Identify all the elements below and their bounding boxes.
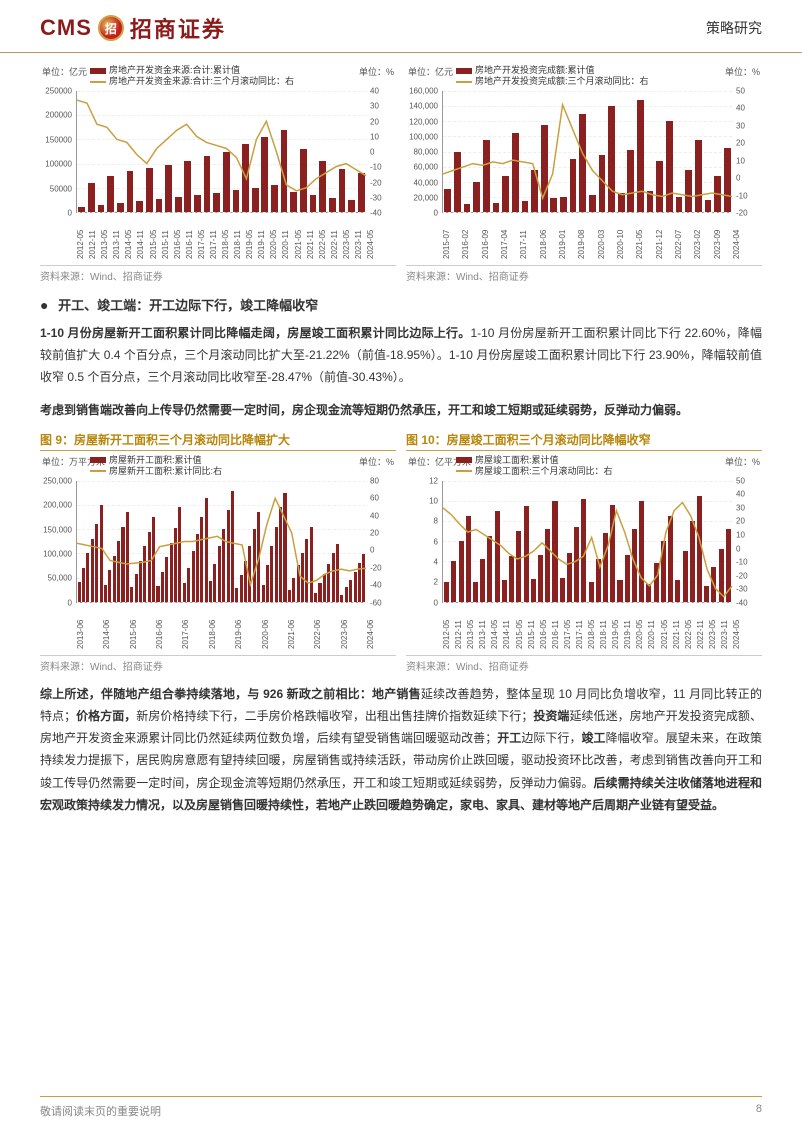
logo-cms: CMS bbox=[40, 15, 92, 41]
p3d: 新房价格持续下行，二手房价格跌幅收窄，出租出售挂牌价指数延续下行； bbox=[136, 709, 533, 723]
p1-bold: 1-10 月份房屋新开工面积累计同比降幅走阔，房屋竣工面积累计同比边际上行。 bbox=[40, 326, 470, 340]
chart-3-source: 资料来源：Wind、招商证券 bbox=[40, 655, 396, 673]
chart-2: 单位：亿元单位：%房地产开发投资完成额:累计值房地产开发投资完成额:三个月滚动同… bbox=[406, 63, 762, 283]
fig10-label: 图 10：房屋竣工面积三个月滚动同比降幅收窄 bbox=[406, 431, 762, 451]
logo-badge-icon: 招 bbox=[98, 15, 124, 41]
bullet-icon: ● bbox=[40, 297, 48, 313]
p3e: 投资端 bbox=[533, 709, 569, 723]
chart-2-source: 资料来源：Wind、招商证券 bbox=[406, 265, 762, 283]
header-category: 策略研究 bbox=[706, 18, 762, 38]
footer-page: 8 bbox=[756, 1103, 762, 1119]
p3g: 开工 bbox=[497, 731, 521, 745]
chart-4: 图 10：房屋竣工面积三个月滚动同比降幅收窄 单位：亿平方米单位：%房屋竣工面积… bbox=[406, 431, 762, 673]
logo-area: CMS 招 招商证券 bbox=[40, 12, 226, 44]
logo-cn: 招商证券 bbox=[130, 12, 226, 44]
chart-1: 单位：亿元单位：%房地产开发资金来源:合计:累计值房地产开发资金来源:合计:三个… bbox=[40, 63, 396, 283]
para-1: 1-10 月份房屋新开工面积累计同比降幅走阔，房屋竣工面积累计同比边际上行。1-… bbox=[40, 322, 762, 389]
section-bullet: ● 开工、竣工端：开工边际下行，竣工降幅收窄 bbox=[40, 295, 762, 314]
footer: 敬请阅读末页的重要说明 8 bbox=[40, 1096, 762, 1119]
chart-3: 图 9：房屋新开工面积三个月滚动同比降幅扩大 单位：万平方米单位：%房屋新开工面… bbox=[40, 431, 396, 673]
bullet-title: 开工、竣工端：开工边际下行，竣工降幅收窄 bbox=[58, 298, 318, 313]
para-2: 考虑到销售端改善向上传导仍然需要一定时间，房企现金流等短期仍然承压，开工和竣工短… bbox=[40, 399, 762, 421]
p3c: 价格方面， bbox=[76, 709, 136, 723]
p3i: 竣工 bbox=[582, 731, 606, 745]
para-3: 综上所述，伴随地产组合拳持续落地，与 926 新政之前相比：地产销售延续改善趋势… bbox=[40, 683, 762, 816]
chart-4-source: 资料来源：Wind、招商证券 bbox=[406, 655, 762, 673]
footer-left: 敬请阅读末页的重要说明 bbox=[40, 1103, 161, 1119]
page-header: CMS 招 招商证券 策略研究 bbox=[0, 0, 802, 53]
chart-1-source: 资料来源：Wind、招商证券 bbox=[40, 265, 396, 283]
p3h: 边际下行， bbox=[521, 731, 581, 745]
chart-row-1: 单位：亿元单位：%房地产开发资金来源:合计:累计值房地产开发资金来源:合计:三个… bbox=[40, 63, 762, 283]
content: 单位：亿元单位：%房地产开发资金来源:合计:累计值房地产开发资金来源:合计:三个… bbox=[0, 53, 802, 816]
chart-row-2: 图 9：房屋新开工面积三个月滚动同比降幅扩大 单位：万平方米单位：%房屋新开工面… bbox=[40, 431, 762, 673]
p3a: 综上所述，伴随地产组合拳持续落地，与 926 新政之前相比：地产销售 bbox=[40, 687, 421, 701]
fig9-label: 图 9：房屋新开工面积三个月滚动同比降幅扩大 bbox=[40, 431, 396, 451]
